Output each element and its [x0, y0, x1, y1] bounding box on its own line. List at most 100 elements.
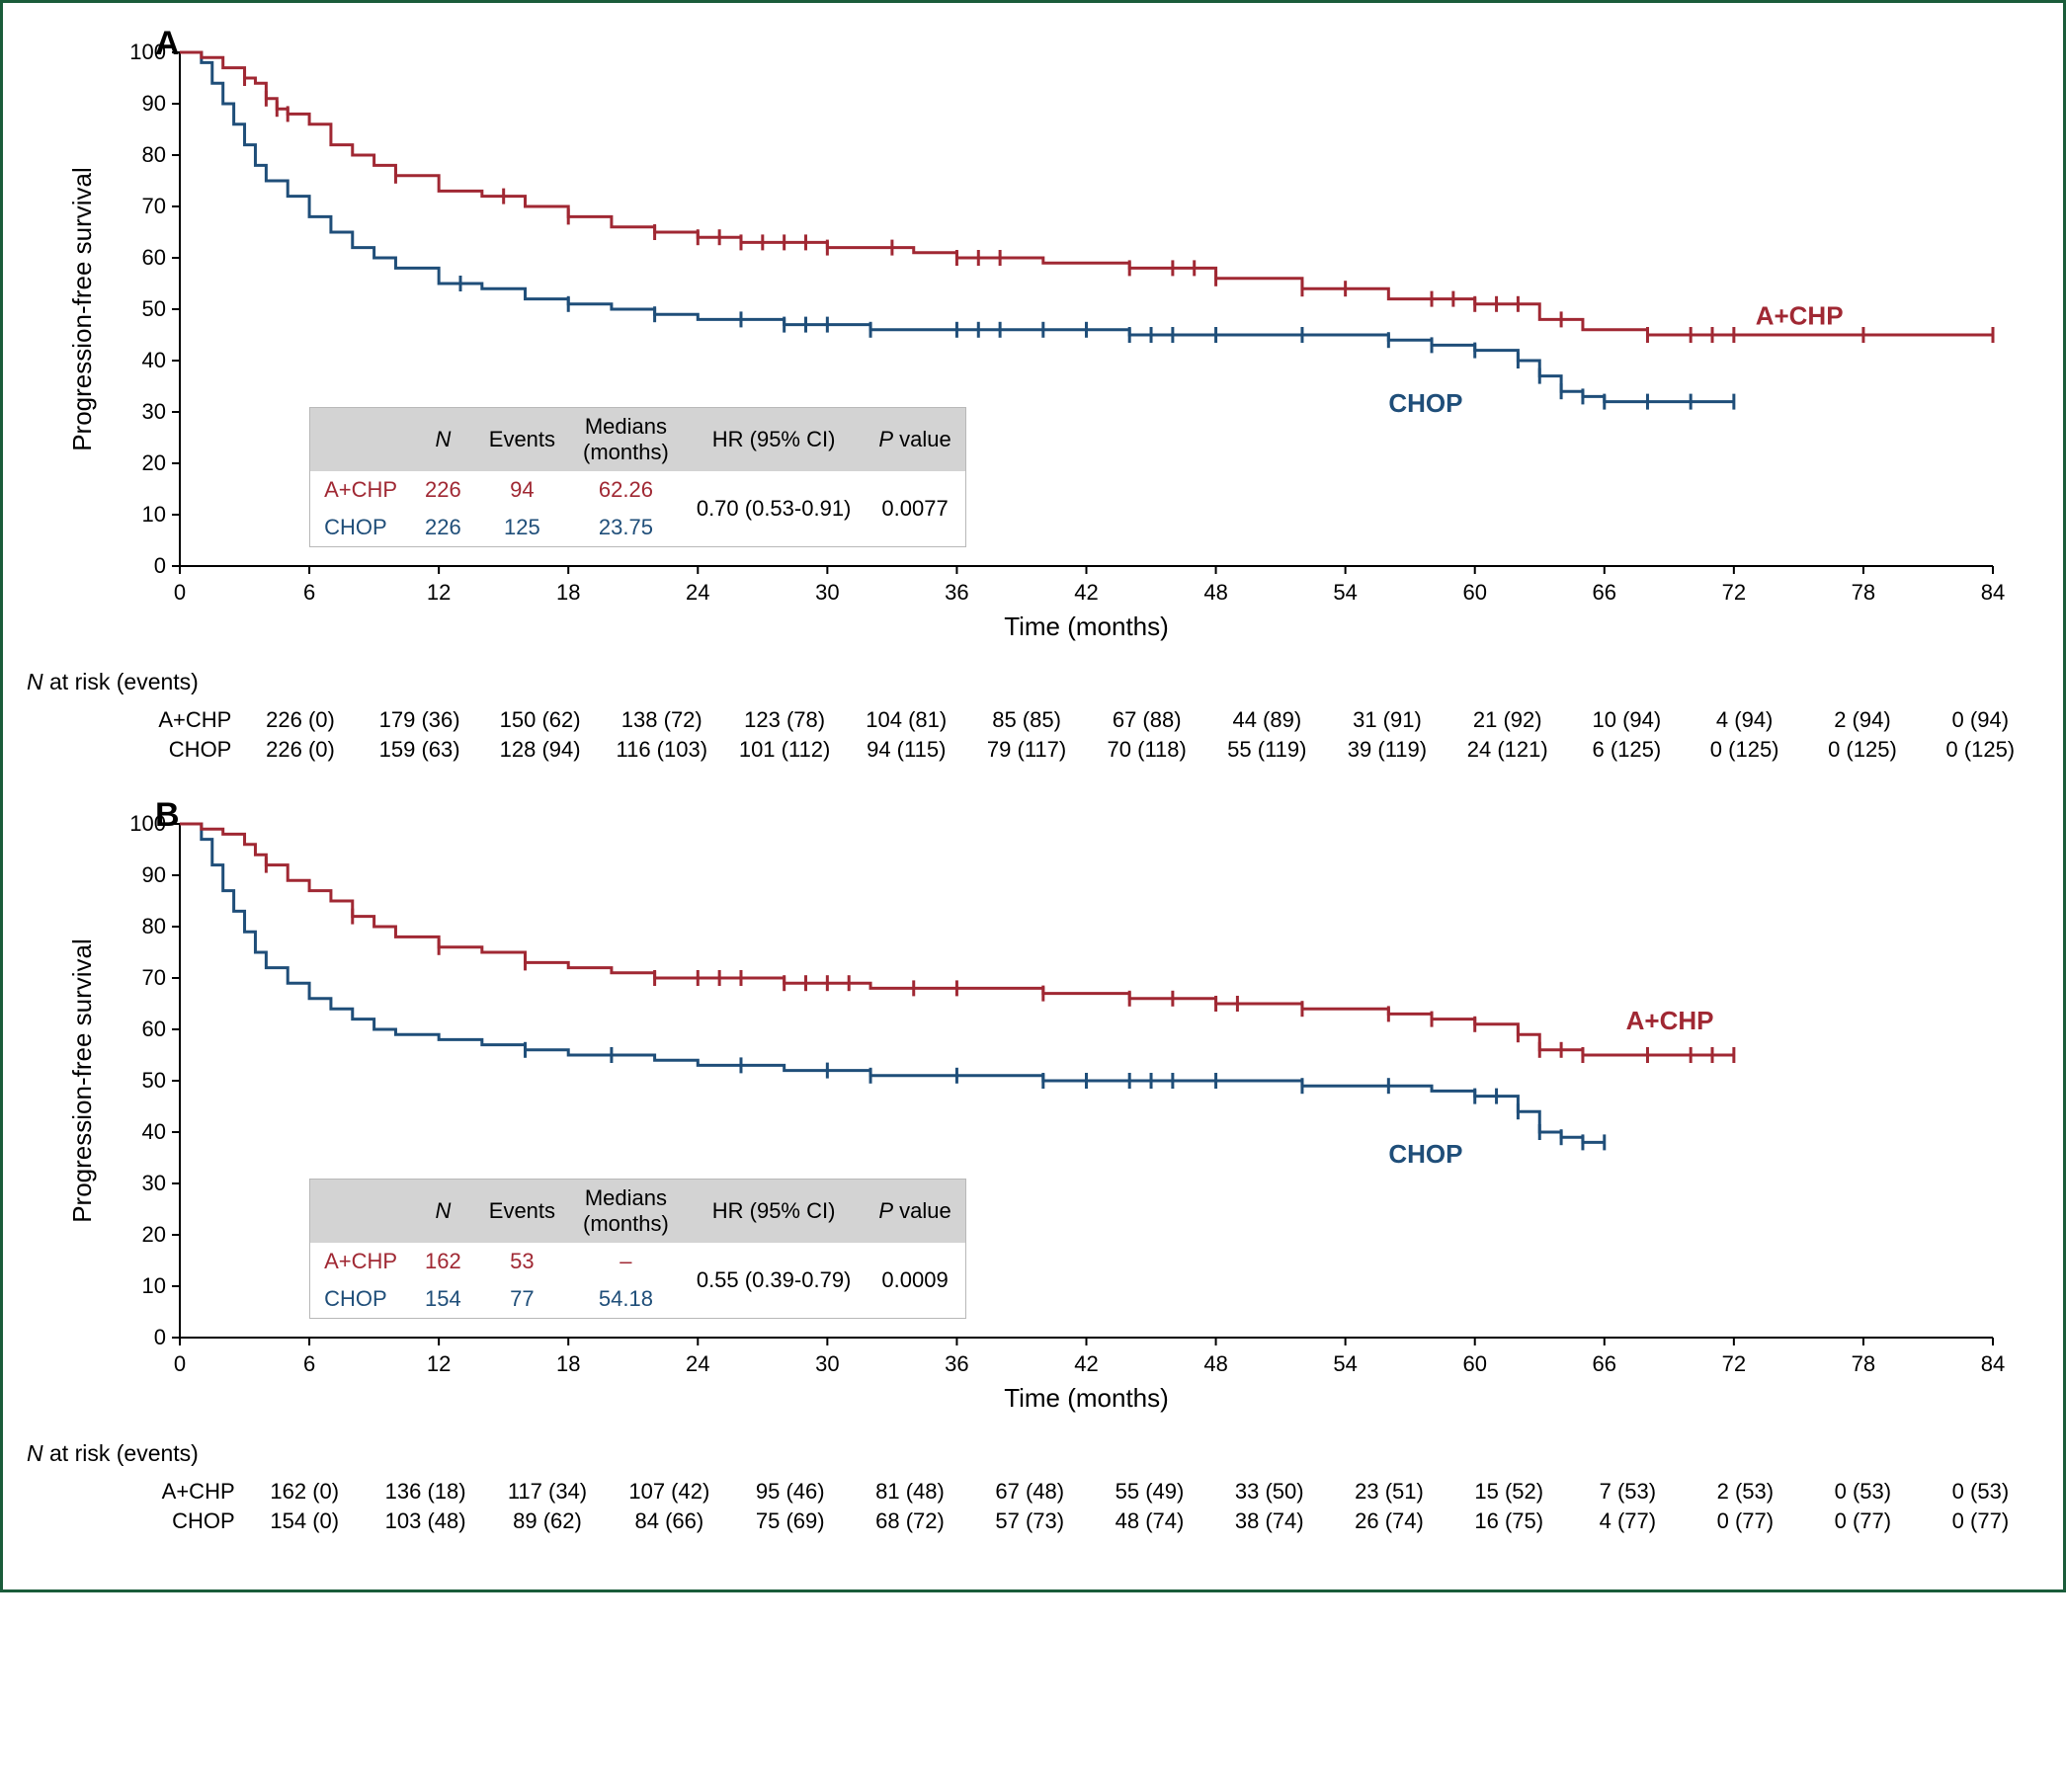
y-axis-label: Progression-free survival [67, 938, 97, 1223]
km-plot: 0102030405060708090100061218243036424854… [27, 794, 2023, 1426]
stats-events: 94 [475, 471, 569, 509]
risk-cell: 85 (85) [966, 705, 1087, 735]
risk-cell: 162 (0) [245, 1477, 365, 1507]
risk-cell: 4 (94) [1686, 705, 1803, 735]
risk-cell: 4 (77) [1569, 1507, 1687, 1536]
y-tick-label: 30 [142, 399, 166, 424]
stats-row-label: A+CHP [310, 1243, 411, 1280]
risk-cell: 26 (74) [1329, 1507, 1448, 1536]
risk-cell: 0 (53) [1922, 1477, 2039, 1507]
y-tick-label: 0 [154, 1325, 166, 1349]
km-plot: 0102030405060708090100061218243036424854… [27, 23, 2023, 655]
achp-series-label: A+CHP [1626, 1006, 1714, 1035]
y-tick-label: 70 [142, 194, 166, 218]
risk-cell: 107 (42) [609, 1477, 731, 1507]
risk-cell: 38 (74) [1209, 1507, 1329, 1536]
risk-cell: 67 (88) [1087, 705, 1207, 735]
x-tick-label: 6 [303, 580, 315, 605]
risk-cell: 117 (34) [486, 1477, 608, 1507]
risk-cell: 57 (73) [970, 1507, 1090, 1536]
stats-header: Events [475, 1179, 569, 1243]
risk-cell: 39 (119) [1327, 735, 1447, 765]
panel-a: 0102030405060708090100061218243036424854… [27, 23, 2039, 765]
risk-cell: 23 (51) [1329, 1477, 1448, 1507]
achp-curve [180, 824, 1734, 1055]
x-tick-label: 0 [174, 580, 186, 605]
y-axis-label: Progression-free survival [67, 167, 97, 451]
x-tick-label: 54 [1333, 580, 1357, 605]
x-tick-label: 78 [1852, 580, 1875, 605]
risk-cell: 95 (46) [730, 1477, 850, 1507]
x-tick-label: 12 [427, 580, 451, 605]
y-tick-label: 90 [142, 862, 166, 887]
risk-cell: 150 (62) [480, 705, 601, 735]
x-tick-label: 84 [1981, 1351, 2005, 1376]
y-tick-label: 30 [142, 1171, 166, 1195]
risk-cell: 0 (125) [1922, 735, 2039, 765]
risk-table-block: N at risk (events) A+CHP226 (0)179 (36)1… [27, 669, 2039, 765]
risk-cell: 101 (112) [723, 735, 846, 765]
stats-header: N [411, 1179, 475, 1243]
stats-hr: 0.55 (0.39-0.79) [683, 1243, 866, 1319]
chop-curve [180, 52, 1734, 402]
risk-cell: 128 (94) [480, 735, 601, 765]
stats-row-label: A+CHP [310, 471, 411, 509]
risk-cell: 123 (78) [723, 705, 846, 735]
x-tick-label: 66 [1593, 1351, 1616, 1376]
risk-cell: 116 (103) [601, 735, 723, 765]
risk-row-achp: A+CHP226 (0)179 (36)150 (62)138 (72)123 … [86, 705, 2039, 735]
risk-row-achp: A+CHP162 (0)136 (18)117 (34)107 (42)95 (… [86, 1477, 2039, 1507]
y-tick-label: 60 [142, 1017, 166, 1041]
y-tick-label: 80 [142, 914, 166, 938]
x-tick-label: 12 [427, 1351, 451, 1376]
risk-cell: 6 (125) [1568, 735, 1686, 765]
risk-table: A+CHP162 (0)136 (18)117 (34)107 (42)95 (… [86, 1473, 2039, 1536]
y-tick-label: 60 [142, 245, 166, 270]
achp-curve [180, 52, 1993, 335]
y-tick-label: 70 [142, 965, 166, 990]
risk-row-label: A+CHP [86, 705, 241, 735]
risk-row-label: CHOP [86, 1507, 245, 1536]
y-tick-label: 10 [142, 502, 166, 527]
risk-cell: 16 (75) [1449, 1507, 1569, 1536]
risk-cell: 55 (119) [1207, 735, 1328, 765]
stats-row-label: CHOP [310, 509, 411, 547]
stats-median: 23.75 [569, 509, 683, 547]
panel-letter: A [155, 25, 180, 62]
stats-table-wrap: NEventsMedians(months)HR (95% CI)P value… [309, 407, 1100, 575]
risk-cell: 70 (118) [1087, 735, 1207, 765]
risk-row-chop: CHOP154 (0)103 (48)89 (62)84 (66)75 (69)… [86, 1507, 2039, 1536]
risk-cell: 31 (91) [1327, 705, 1447, 735]
x-tick-label: 42 [1074, 580, 1098, 605]
x-tick-label: 42 [1074, 1351, 1098, 1376]
risk-cell: 179 (36) [360, 705, 480, 735]
risk-cell: 94 (115) [846, 735, 966, 765]
risk-cell: 0 (94) [1922, 705, 2039, 735]
x-tick-label: 24 [686, 1351, 709, 1376]
x-tick-label: 18 [556, 1351, 580, 1376]
stats-row-label: CHOP [310, 1280, 411, 1319]
x-tick-label: 60 [1462, 1351, 1486, 1376]
risk-cell: 0 (125) [1686, 735, 1803, 765]
risk-cell: 24 (121) [1447, 735, 1568, 765]
stats-pvalue: 0.0009 [865, 1243, 965, 1319]
risk-title: N at risk (events) [27, 669, 2039, 695]
x-tick-label: 78 [1852, 1351, 1875, 1376]
stats-pvalue: 0.0077 [865, 471, 965, 547]
stats-n: 154 [411, 1280, 475, 1319]
stats-table: NEventsMedians(months)HR (95% CI)P value… [309, 1179, 966, 1319]
y-tick-label: 20 [142, 1222, 166, 1247]
x-tick-label: 66 [1593, 580, 1616, 605]
y-tick-label: 80 [142, 142, 166, 167]
risk-cell: 68 (72) [850, 1507, 969, 1536]
stats-header: HR (95% CI) [683, 407, 866, 471]
chop-series-label: CHOP [1388, 1139, 1462, 1169]
x-tick-label: 0 [174, 1351, 186, 1376]
risk-cell: 138 (72) [601, 705, 723, 735]
risk-cell: 159 (63) [360, 735, 480, 765]
risk-cell: 226 (0) [241, 735, 359, 765]
risk-cell: 136 (18) [365, 1477, 487, 1507]
risk-cell: 48 (74) [1090, 1507, 1209, 1536]
x-tick-label: 84 [1981, 580, 2005, 605]
stats-median: – [569, 1243, 683, 1280]
